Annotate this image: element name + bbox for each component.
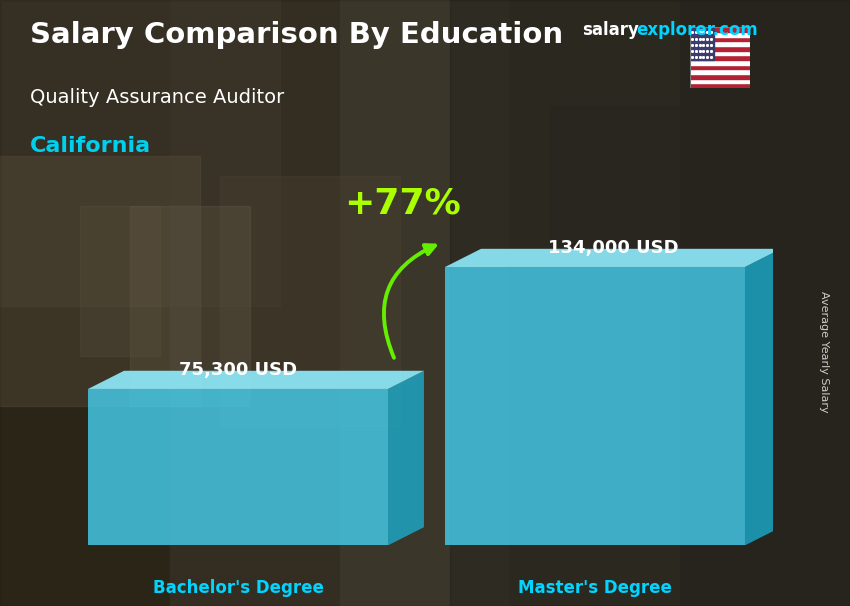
- Bar: [690, 79, 750, 83]
- Text: 134,000 USD: 134,000 USD: [547, 239, 678, 256]
- Polygon shape: [88, 371, 424, 389]
- Bar: [220, 176, 400, 426]
- Bar: [690, 65, 750, 69]
- Bar: [690, 60, 750, 65]
- Text: +77%: +77%: [344, 186, 461, 220]
- Bar: [690, 27, 714, 60]
- Bar: [130, 206, 250, 406]
- Text: 75,300 USD: 75,300 USD: [179, 361, 297, 379]
- Text: Quality Assurance Auditor: Quality Assurance Auditor: [30, 88, 284, 107]
- Bar: [0, 156, 200, 406]
- Bar: [340, 0, 510, 606]
- Bar: [690, 32, 750, 36]
- Text: explorer.com: explorer.com: [636, 21, 757, 39]
- Bar: [690, 83, 750, 88]
- Polygon shape: [88, 389, 388, 545]
- Bar: [170, 0, 340, 606]
- Bar: [690, 41, 750, 46]
- Polygon shape: [745, 249, 781, 545]
- Bar: [690, 46, 750, 50]
- Bar: [690, 55, 750, 60]
- Bar: [690, 27, 750, 32]
- Bar: [510, 0, 680, 606]
- Text: Bachelor's Degree: Bachelor's Degree: [152, 579, 324, 597]
- Text: Salary Comparison By Education: Salary Comparison By Education: [30, 21, 563, 49]
- Bar: [0, 0, 280, 306]
- Text: Average Yearly Salary: Average Yearly Salary: [819, 291, 829, 412]
- Bar: [690, 74, 750, 79]
- Bar: [80, 206, 160, 356]
- Bar: [0, 0, 170, 606]
- Polygon shape: [388, 371, 424, 545]
- Bar: [690, 36, 750, 41]
- Text: Master's Degree: Master's Degree: [518, 579, 672, 597]
- Text: salary: salary: [582, 21, 639, 39]
- Polygon shape: [445, 249, 781, 267]
- Text: California: California: [30, 136, 151, 156]
- Bar: [680, 0, 850, 606]
- Polygon shape: [445, 267, 745, 545]
- Bar: [450, 0, 850, 606]
- Bar: [690, 50, 750, 55]
- Bar: [550, 106, 850, 506]
- Bar: [690, 69, 750, 74]
